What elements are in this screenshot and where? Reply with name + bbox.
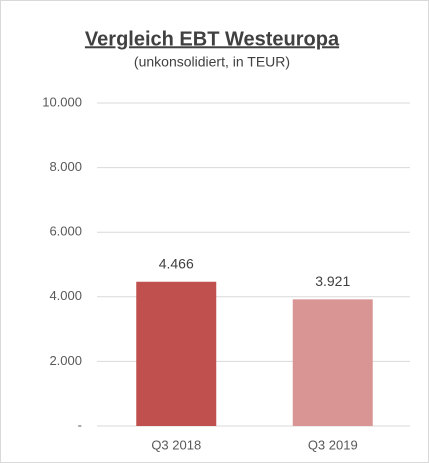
y-tick-label: 2.000 <box>49 353 82 368</box>
x-tick-label: Q3 2019 <box>308 437 358 452</box>
y-tick-label: 8.000 <box>49 159 82 174</box>
chart-title: Vergleich EBT Westeuropa <box>85 28 340 50</box>
y-tick-label: 4.000 <box>49 288 82 303</box>
data-label: 4.466 <box>159 255 194 271</box>
chart-subtitle: (unkonsolidiert, in TEUR) <box>134 54 290 70</box>
x-tick-label: Q3 2018 <box>151 437 201 452</box>
y-tick-label: 6.000 <box>49 224 82 239</box>
data-label: 3.921 <box>315 273 350 289</box>
bar <box>292 299 373 426</box>
y-tick-label: 10.000 <box>42 94 82 109</box>
y-tick-label: - <box>78 417 82 432</box>
bar <box>136 281 217 426</box>
